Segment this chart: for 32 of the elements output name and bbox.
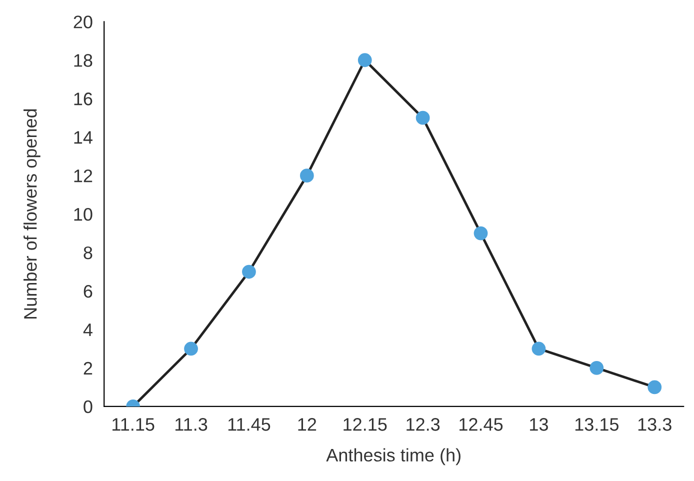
x-tick-label: 12.15 — [344, 418, 387, 431]
x-tick-label: 12.45 — [460, 418, 503, 431]
y-tick-label: 12 — [74, 170, 92, 182]
x-tick-label: 12 — [298, 418, 316, 431]
x-tick-label: 11.3 — [175, 418, 208, 431]
y-tick-label: 14 — [74, 131, 92, 144]
y-tick-label: 6 — [84, 284, 92, 298]
point — [242, 264, 256, 279]
x-tick-label: 11.15 — [112, 418, 154, 431]
point — [648, 380, 662, 394]
point — [358, 53, 372, 68]
point — [184, 342, 198, 356]
y-axis-title: Number of flowers opened — [24, 109, 40, 318]
x-tick-label: 13.3 — [638, 418, 672, 431]
x-tick-label: 12.3 — [406, 418, 440, 431]
y-tick-label: 2 — [84, 362, 92, 375]
point — [474, 226, 488, 240]
y-tick-label: 16 — [74, 92, 92, 106]
point — [416, 110, 430, 125]
y-tick-label: 18 — [74, 54, 92, 67]
y-tick-label: 8 — [84, 246, 92, 260]
point — [300, 168, 314, 183]
x-tick-label: 13 — [530, 418, 548, 431]
point — [590, 361, 604, 375]
x-tick-label: 11.45 — [228, 418, 270, 431]
x-axis-title: Anthesis time (h) — [326, 448, 460, 466]
point — [532, 342, 546, 356]
y-tick-label: 4 — [83, 324, 92, 336]
y-tick-label: 0 — [84, 400, 92, 414]
y-tick-label: 10 — [74, 208, 92, 221]
x-tick-label: 13.15 — [575, 418, 619, 431]
y-tick-label: 20 — [74, 16, 92, 28]
